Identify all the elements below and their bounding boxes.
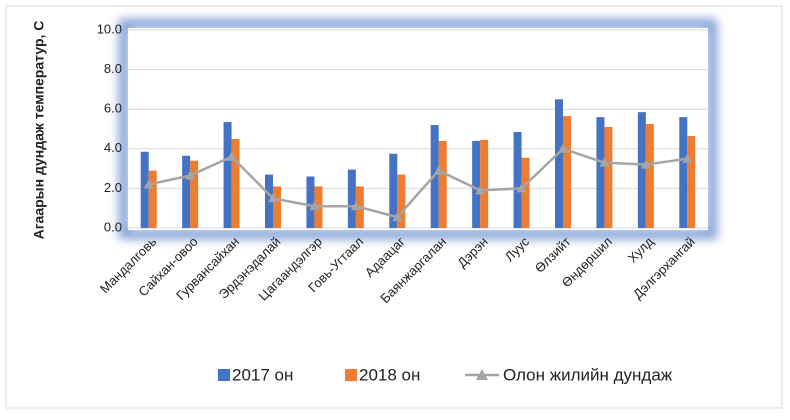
line-marker	[309, 201, 320, 211]
legend-label: 2018 он	[359, 365, 420, 384]
bar	[513, 131, 522, 228]
bar	[397, 174, 406, 228]
y-tick-label: 6.0	[104, 101, 122, 116]
line	[148, 147, 688, 219]
line-marker	[475, 185, 486, 195]
bar	[347, 169, 356, 228]
bar	[223, 122, 232, 228]
line-marker	[185, 170, 196, 180]
line-marker	[392, 212, 403, 222]
line-marker	[599, 157, 610, 167]
bar	[679, 117, 688, 228]
bar	[182, 155, 191, 228]
line-marker	[558, 143, 568, 153]
line-marker	[640, 159, 651, 169]
bar	[521, 157, 530, 228]
bar	[140, 151, 149, 228]
plot-area	[128, 28, 708, 230]
y-tick-label: 0.0	[104, 219, 122, 234]
line-marker	[268, 193, 278, 203]
bar	[273, 186, 281, 228]
bar	[472, 140, 481, 228]
y-tick-label: 8.0	[104, 61, 122, 76]
bar	[190, 160, 199, 228]
bar	[687, 135, 696, 228]
legend-label: 2017 он	[232, 365, 293, 384]
bar	[604, 127, 613, 228]
legend-marker	[476, 369, 488, 380]
legend-swatch	[218, 369, 230, 381]
bar	[555, 99, 563, 228]
y-axis-label: Агаарын дундаж температур, C	[31, 21, 47, 240]
bar	[438, 140, 447, 228]
line-marker	[433, 165, 444, 175]
y-tick-label: 4.0	[104, 140, 122, 155]
bar	[231, 138, 240, 228]
bar	[480, 139, 489, 228]
bar	[563, 116, 571, 228]
bar	[637, 112, 646, 228]
bar	[148, 170, 157, 228]
legend-swatch	[345, 369, 357, 381]
line-marker	[143, 179, 154, 189]
y-tick-label: 10.0	[97, 21, 122, 36]
bar	[306, 176, 315, 228]
line-marker	[682, 153, 693, 163]
bar	[645, 124, 654, 228]
line-marker	[350, 201, 361, 211]
bar	[596, 117, 605, 228]
line-marker	[226, 151, 237, 161]
legend-label: Олон жилийн дундаж	[503, 365, 673, 384]
line-marker	[516, 183, 527, 193]
plot-glow	[119, 19, 717, 239]
y-tick-label: 2.0	[104, 180, 122, 195]
bar	[389, 153, 398, 228]
